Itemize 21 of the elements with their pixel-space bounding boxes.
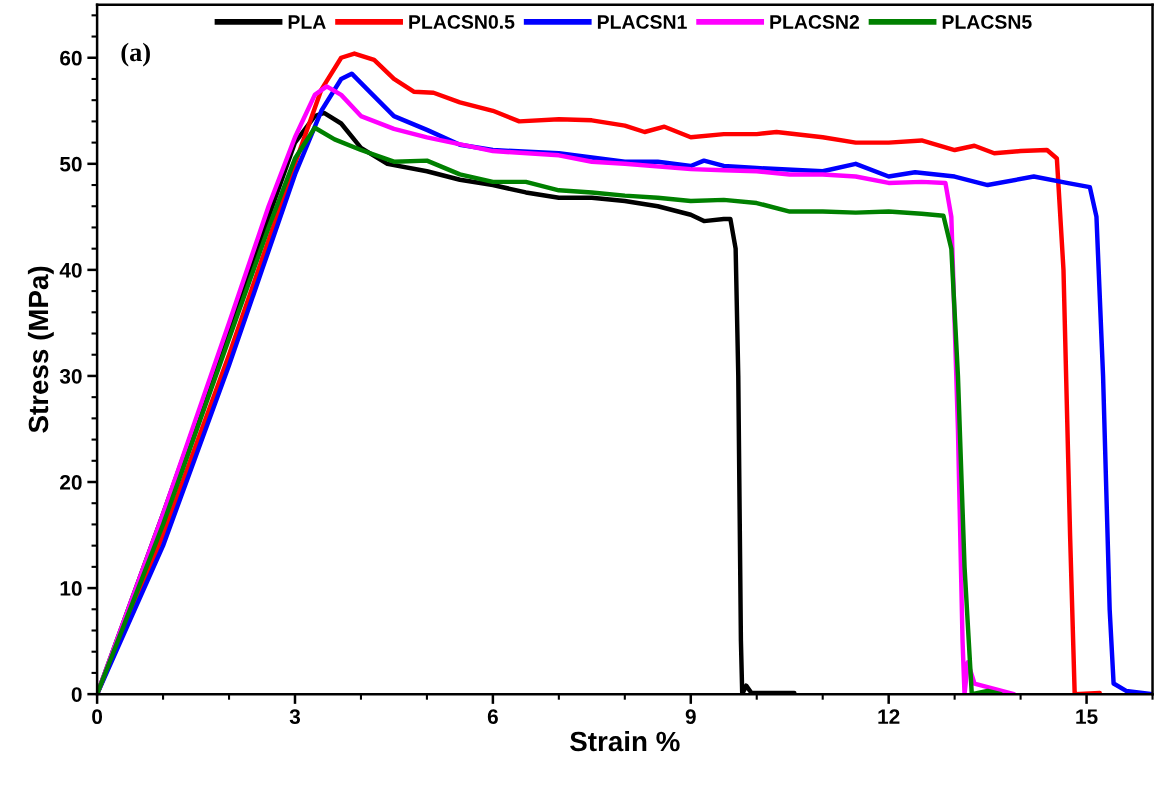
- x-tick-label: 9: [685, 709, 696, 725]
- legend-label: PLA: [288, 15, 326, 29]
- x-tick-label: 3: [289, 709, 301, 725]
- y-tick-label: 30: [59, 368, 82, 384]
- y-tick-label: 20: [60, 475, 82, 490]
- x-tick-label: 6: [487, 709, 498, 725]
- annotation: (a): [121, 42, 150, 67]
- legend-label: PLACSN0.5: [409, 15, 515, 29]
- legend-label: PLACSN1: [597, 15, 687, 29]
- y-tick-label: 10: [60, 581, 82, 596]
- x-tick-label: 0: [92, 709, 103, 725]
- x-tick-label: 15: [1076, 709, 1098, 725]
- y-tick-label: 60: [60, 50, 82, 66]
- y-tick-label: 40: [59, 262, 82, 278]
- y-tick-label: 50: [59, 156, 82, 172]
- legend-label: PLACSN2: [770, 15, 860, 29]
- legend-label: PLACSN5: [942, 15, 1032, 29]
- y-axis-title: Stress (MPa): [27, 266, 54, 433]
- x-axis-title: Strain %: [570, 730, 680, 752]
- x-tick-label: 12: [878, 709, 900, 724]
- y-tick-label: 0: [71, 687, 82, 702]
